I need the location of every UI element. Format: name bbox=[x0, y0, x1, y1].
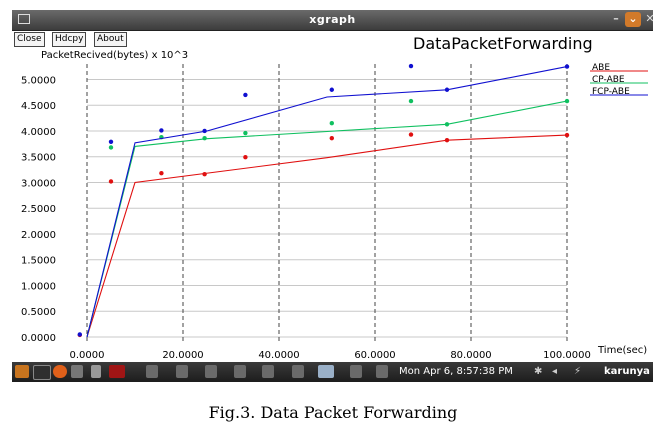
data-point bbox=[202, 172, 207, 177]
task-icon[interactable] bbox=[205, 365, 217, 378]
task-icon[interactable] bbox=[262, 365, 274, 378]
figure-caption: Fig.3. Data Packet Forwarding bbox=[208, 403, 458, 422]
y-axis-label: PacketRecived(bytes) x 10^3 bbox=[41, 50, 189, 61]
window-titlebar[interactable]: xgraph – ⌄ ✕ bbox=[12, 10, 655, 31]
close-icon[interactable]: ✕ bbox=[645, 12, 655, 25]
task-icon[interactable] bbox=[234, 365, 246, 378]
terminal-icon[interactable] bbox=[33, 365, 51, 380]
data-point bbox=[444, 138, 450, 143]
firefox-icon[interactable] bbox=[53, 365, 67, 378]
data-point bbox=[159, 128, 164, 133]
x-axis-label: Time(sec) bbox=[597, 345, 647, 356]
y-tick-label: 1.5000 bbox=[21, 256, 56, 267]
data-point bbox=[408, 98, 414, 104]
minimize-icon[interactable]: – bbox=[613, 12, 619, 25]
task-icon[interactable] bbox=[376, 365, 388, 378]
data-point bbox=[202, 128, 207, 134]
series-line bbox=[86, 66, 568, 338]
data-point bbox=[243, 130, 248, 136]
y-tick-label: 2.0000 bbox=[21, 230, 56, 241]
files-icon[interactable] bbox=[71, 365, 83, 378]
y-tick-label: 1.0000 bbox=[21, 281, 56, 292]
data-point bbox=[108, 179, 114, 184]
y-tick-label: 2.5000 bbox=[21, 204, 56, 215]
active-window-icon[interactable] bbox=[318, 365, 334, 378]
legend-label: FCP-ABE bbox=[592, 87, 630, 97]
task-icon[interactable] bbox=[350, 365, 362, 378]
x-tick-label: 60.0000 bbox=[354, 350, 395, 361]
bluetooth-icon[interactable]: ✱ bbox=[534, 366, 543, 377]
series-line bbox=[86, 134, 568, 338]
data-point bbox=[159, 171, 164, 176]
x-tick-label: 100.0000 bbox=[543, 350, 591, 361]
start-menu-icon[interactable] bbox=[15, 365, 29, 378]
data-point bbox=[243, 92, 248, 98]
plot-area: 0.0000 0.5000 1.0000 1.5000 2.0000 2.5000 3.00… bbox=[21, 63, 648, 361]
about-button[interactable]: About bbox=[94, 32, 127, 47]
data-point bbox=[108, 139, 114, 144]
data-point bbox=[329, 87, 334, 92]
data-point bbox=[408, 132, 414, 137]
data-point bbox=[564, 132, 570, 138]
hdcpy-button[interactable]: Hdcpy bbox=[52, 32, 87, 47]
task-icon[interactable] bbox=[292, 365, 304, 378]
x-tick-label: 20.0000 bbox=[162, 350, 203, 361]
data-point bbox=[108, 145, 114, 150]
x-tick-label: 0.0000 bbox=[70, 350, 105, 361]
series-line bbox=[86, 100, 568, 338]
volume-icon[interactable]: ◂ bbox=[552, 366, 558, 377]
data-point bbox=[408, 63, 414, 69]
data-point bbox=[329, 135, 334, 141]
app-red-icon[interactable] bbox=[109, 365, 125, 378]
y-tick-label: 4.0000 bbox=[21, 127, 56, 138]
taskbar: Mon Apr 6, 8:57:38 PM ✱ ◂ ⚡ karunya bbox=[12, 362, 653, 382]
data-point bbox=[243, 155, 248, 160]
task-icon[interactable] bbox=[176, 365, 188, 378]
y-tick-label: 5.0000 bbox=[21, 75, 56, 86]
y-tick-label: 4.5000 bbox=[21, 101, 56, 112]
y-tick-label: 0.5000 bbox=[21, 307, 56, 318]
maximize-icon[interactable]: ⌄ bbox=[625, 12, 641, 27]
taskbar-clock[interactable]: Mon Apr 6, 8:57:38 PM bbox=[399, 366, 513, 377]
taskbar-user[interactable]: karunya bbox=[604, 366, 650, 377]
y-tick-label: 0.0000 bbox=[21, 333, 56, 344]
data-point bbox=[564, 98, 570, 104]
window-menu-icon[interactable] bbox=[18, 14, 30, 24]
y-tick-label: 3.5000 bbox=[21, 153, 56, 164]
data-point bbox=[77, 332, 83, 337]
data-point bbox=[329, 121, 334, 126]
data-point bbox=[202, 135, 207, 141]
close-button[interactable]: Close bbox=[14, 32, 45, 47]
data-point bbox=[444, 87, 450, 92]
data-point bbox=[564, 64, 570, 69]
task-icon[interactable] bbox=[146, 365, 158, 378]
app-icon[interactable] bbox=[91, 365, 101, 378]
x-tick-label: 40.0000 bbox=[258, 350, 299, 361]
legend-label: CP-ABE bbox=[592, 75, 625, 85]
x-tick-label: 80.0000 bbox=[450, 350, 491, 361]
chart-title: DataPacketForwarding bbox=[413, 34, 593, 53]
legend-label: ABE bbox=[592, 63, 610, 73]
window-title: xgraph bbox=[309, 13, 356, 26]
data-point bbox=[444, 122, 450, 127]
y-tick-label: 3.0000 bbox=[21, 178, 56, 189]
xgraph-client-area: Close Hdcpy About DataPacketForwarding P… bbox=[12, 31, 653, 362]
network-icon[interactable]: ⚡ bbox=[574, 366, 582, 377]
